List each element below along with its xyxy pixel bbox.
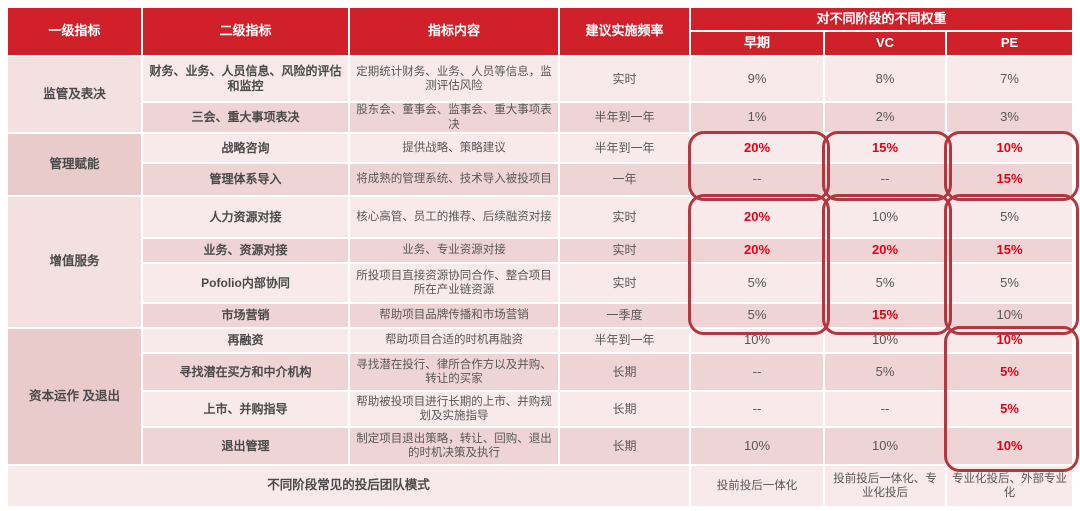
- group-label-supervision-voting: 监管及表决: [8, 57, 141, 132]
- frequency: 一季度: [560, 304, 689, 327]
- indicator-content: 业务、专业资源对接: [350, 239, 558, 262]
- header-stage-pe: PE: [947, 32, 1072, 55]
- secondary-indicator: 财务、业务、人员信息、风险的评估和监控: [143, 57, 348, 101]
- weight-pe: 10%: [947, 134, 1072, 162]
- group-label-value-added-services: 增值服务: [8, 197, 141, 327]
- frequency: 半年到一年: [560, 134, 689, 162]
- indicator-content: 所投项目直接资源协同合作、整合项目所在产业链资源: [350, 264, 558, 302]
- footer-team-mode-early: 投前投后一体化: [691, 466, 823, 506]
- weight-early: 10%: [691, 428, 823, 464]
- indicator-content: 制定项目退出策略，转让、回购、退出的时机决策及执行: [350, 428, 558, 464]
- secondary-indicator: 战略咨询: [143, 134, 348, 162]
- weight-pe: 5%: [947, 354, 1072, 390]
- weight-pe: 3%: [947, 103, 1072, 132]
- weight-early: 5%: [691, 304, 823, 327]
- weight-vc: 20%: [825, 239, 945, 262]
- indicator-content: 股东会、董事会、监事会、重大事项表决: [350, 103, 558, 132]
- weight-vc: 2%: [825, 103, 945, 132]
- post-investment-weight-table: 一级指标 二级指标 指标内容 建议实施频率 对不同阶段的不同权重 早期 VC P…: [8, 8, 1072, 506]
- weight-early: --: [691, 164, 823, 195]
- weight-pe: 5%: [947, 264, 1072, 302]
- frequency: 实时: [560, 57, 689, 101]
- indicator-content: 帮助项目品牌传播和市场营销: [350, 304, 558, 327]
- group-label-management-empowerment: 管理赋能: [8, 134, 141, 195]
- weight-vc: 5%: [825, 264, 945, 302]
- weight-early: --: [691, 392, 823, 426]
- weight-early: --: [691, 354, 823, 390]
- group-label-capital-operation-exit: 资本运作 及退出: [8, 329, 141, 464]
- header-indicator-content: 指标内容: [350, 8, 558, 55]
- weight-pe: 15%: [947, 164, 1072, 195]
- weight-vc: 5%: [825, 354, 945, 390]
- weight-pe: 5%: [947, 197, 1072, 237]
- footer-team-mode-vc: 投前投后一体化、专业化投后: [825, 466, 945, 506]
- footer-team-mode-pe: 专业化投后、外部专业化: [947, 466, 1072, 506]
- header-primary-indicator: 一级指标: [8, 8, 141, 55]
- weight-vc: 8%: [825, 57, 945, 101]
- secondary-indicator: Pofolio内部协同: [143, 264, 348, 302]
- frequency: 半年到一年: [560, 103, 689, 132]
- weight-pe: 5%: [947, 392, 1072, 426]
- weight-early: 20%: [691, 134, 823, 162]
- indicator-content: 帮助被投项目进行长期的上市、并购规划及实施指导: [350, 392, 558, 426]
- weight-vc: 10%: [825, 329, 945, 352]
- weight-vc: 15%: [825, 304, 945, 327]
- frequency: 长期: [560, 428, 689, 464]
- weight-vc: 10%: [825, 197, 945, 237]
- weight-pe: 10%: [947, 304, 1072, 327]
- weight-pe: 7%: [947, 57, 1072, 101]
- weight-early: 20%: [691, 197, 823, 237]
- weight-early: 20%: [691, 239, 823, 262]
- secondary-indicator: 管理体系导入: [143, 164, 348, 195]
- indicator-content: 定期统计财务、业务、人员等信息，监测评估风险: [350, 57, 558, 101]
- frequency: 实时: [560, 197, 689, 237]
- weight-pe: 10%: [947, 329, 1072, 352]
- weight-pe: 10%: [947, 428, 1072, 464]
- secondary-indicator: 人力资源对接: [143, 197, 348, 237]
- frequency: 长期: [560, 354, 689, 390]
- weight-early: 5%: [691, 264, 823, 302]
- secondary-indicator: 三会、重大事项表决: [143, 103, 348, 132]
- weight-vc: 15%: [825, 134, 945, 162]
- header-weights-group: 对不同阶段的不同权重: [691, 8, 1072, 30]
- secondary-indicator: 再融资: [143, 329, 348, 352]
- footer-team-mode-label: 不同阶段常见的投后团队模式: [8, 466, 689, 506]
- secondary-indicator: 业务、资源对接: [143, 239, 348, 262]
- frequency: 实时: [560, 239, 689, 262]
- indicator-content: 帮助项目合适的时机再融资: [350, 329, 558, 352]
- indicator-content: 提供战略、策略建议: [350, 134, 558, 162]
- secondary-indicator: 市场营销: [143, 304, 348, 327]
- secondary-indicator: 寻找潜在买方和中介机构: [143, 354, 348, 390]
- header-secondary-indicator: 二级指标: [143, 8, 348, 55]
- weight-pe: 15%: [947, 239, 1072, 262]
- header-stage-early: 早期: [691, 32, 823, 55]
- indicator-content: 核心高管、员工的推荐、后续融资对接: [350, 197, 558, 237]
- indicator-content: 将成熟的管理系统、技术导入被投项目: [350, 164, 558, 195]
- frequency: 一年: [560, 164, 689, 195]
- secondary-indicator: 上市、并购指导: [143, 392, 348, 426]
- weight-vc: --: [825, 164, 945, 195]
- indicator-content: 寻找潜在投行、律所合作方以及并购、转让的买家: [350, 354, 558, 390]
- weight-vc: --: [825, 392, 945, 426]
- header-suggested-frequency: 建议实施频率: [560, 8, 689, 55]
- weight-early: 10%: [691, 329, 823, 352]
- frequency: 半年到一年: [560, 329, 689, 352]
- frequency: 长期: [560, 392, 689, 426]
- weight-early: 9%: [691, 57, 823, 101]
- secondary-indicator: 退出管理: [143, 428, 348, 464]
- weight-early: 1%: [691, 103, 823, 132]
- frequency: 实时: [560, 264, 689, 302]
- header-stage-vc: VC: [825, 32, 945, 55]
- weight-vc: 10%: [825, 428, 945, 464]
